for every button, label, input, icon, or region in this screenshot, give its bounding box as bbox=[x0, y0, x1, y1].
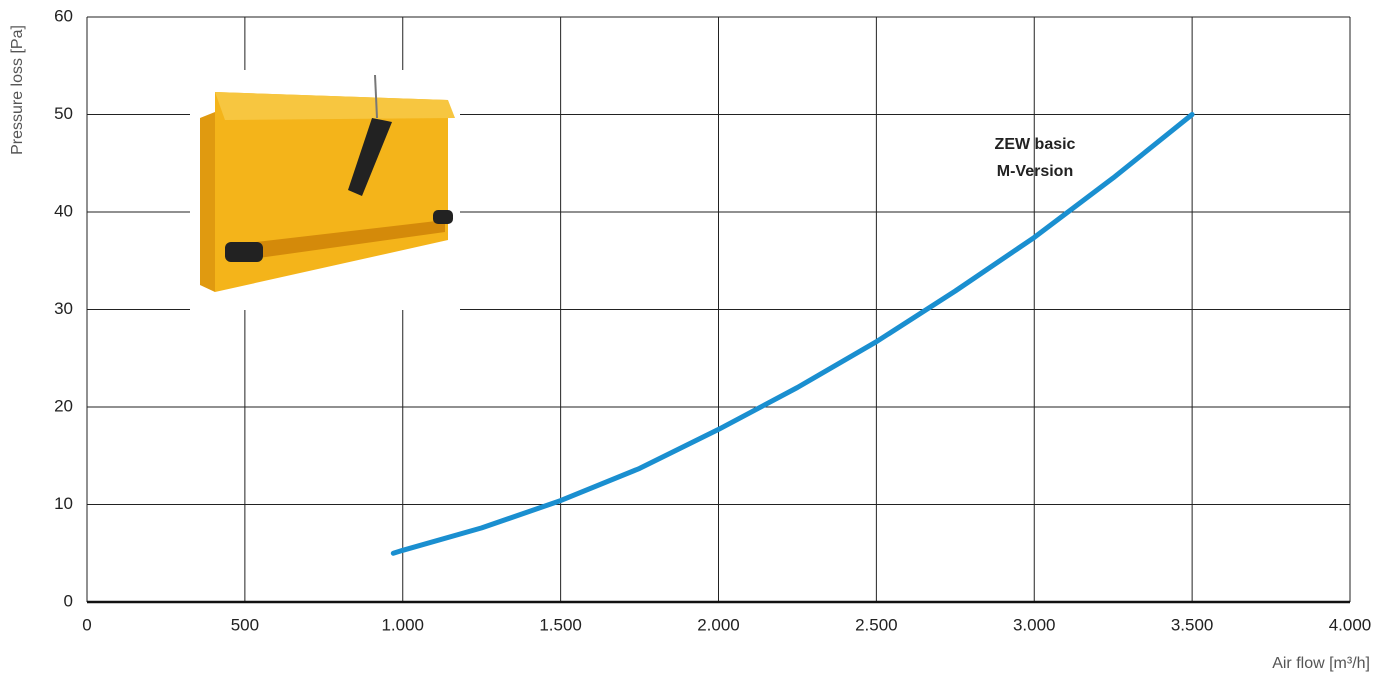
y-tick-label: 0 bbox=[64, 591, 73, 610]
y-tick-label: 50 bbox=[54, 104, 73, 123]
y-tick-label: 60 bbox=[54, 6, 73, 25]
x-tick-label: 1.000 bbox=[381, 615, 424, 634]
x-tick-label: 0 bbox=[82, 615, 91, 634]
x-tick-label: 2.500 bbox=[855, 615, 898, 634]
annotation: M-Version bbox=[997, 163, 1073, 180]
y-tick-label: 10 bbox=[54, 494, 73, 513]
y-tick-label: 40 bbox=[54, 201, 73, 220]
x-tick-label: 1.500 bbox=[539, 615, 582, 634]
x-tick-label: 4.000 bbox=[1329, 615, 1372, 634]
y-tick-label: 20 bbox=[54, 396, 73, 415]
x-tick-label: 3.000 bbox=[1013, 615, 1056, 634]
y-axis-label: Pressure loss [Pa] bbox=[9, 25, 26, 155]
x-tick-label: 500 bbox=[231, 615, 259, 634]
y-tick-label: 30 bbox=[54, 299, 73, 318]
x-axis-label: Air flow [m³/h] bbox=[1272, 655, 1370, 672]
curve bbox=[390, 112, 1195, 556]
x-tick-label: 3.500 bbox=[1171, 615, 1214, 634]
product-photo bbox=[190, 70, 460, 310]
annotation: ZEW basic bbox=[995, 136, 1076, 153]
x-tick-label: 2.000 bbox=[697, 615, 740, 634]
